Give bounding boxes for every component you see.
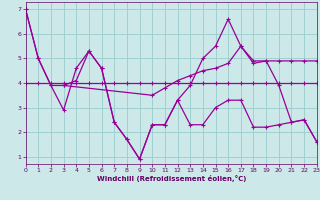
X-axis label: Windchill (Refroidissement éolien,°C): Windchill (Refroidissement éolien,°C): [97, 175, 246, 182]
